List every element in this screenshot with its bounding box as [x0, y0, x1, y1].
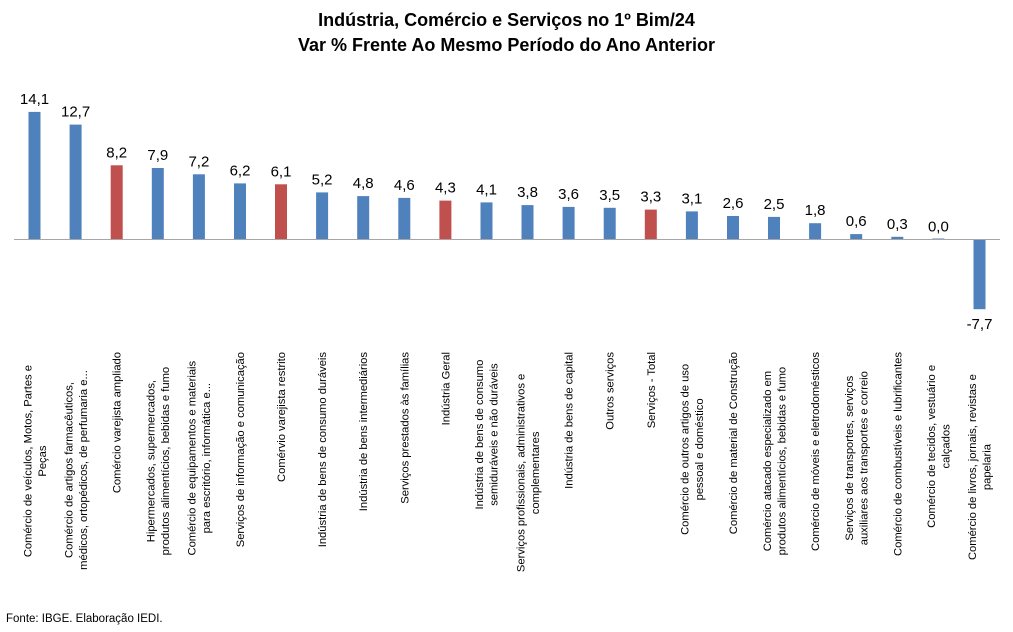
value-label-17: 3,1	[681, 190, 702, 207]
category-label-12: Indústria de bens de consumo semiduráveis…	[474, 360, 501, 510]
value-label-1: 14,1	[20, 91, 49, 108]
bar-14	[562, 206, 575, 240]
category-label-18: Comércio de material de Construção	[728, 352, 740, 534]
value-label-10: 4,6	[394, 177, 415, 194]
value-labels-layer: 14,1 12,7 8,2 7,9 7,2 6,2 6,1 5,2 4,8 4,6 4,3 4,1 3,…	[20, 91, 993, 333]
category-label-16: Serviços - Total	[646, 352, 658, 428]
category-label-17: Comércio de outros artigos de uso pessoal…	[680, 364, 707, 535]
value-label-14: 3,6	[558, 186, 579, 203]
category-label-8: Indústria de bens de consumo duráveis	[317, 352, 329, 548]
bar-8	[316, 192, 329, 240]
value-label-12: 4,1	[476, 181, 497, 198]
bar-2	[69, 124, 82, 240]
bar-9	[357, 196, 370, 240]
category-label-23: Comércio de tecidos, vestuário e calçados	[926, 365, 953, 528]
bar-18	[727, 216, 739, 240]
value-label-4: 7,9	[147, 147, 168, 164]
value-label-13: 3,8	[517, 184, 538, 201]
category-label-7: Comérvio varejista restrito	[276, 352, 288, 482]
bar-11	[439, 200, 452, 240]
category-label-15: Outros serviços	[605, 352, 617, 430]
category-label-5: Comércio de equipamentos e materiais para…	[187, 360, 214, 555]
value-label-22: 0,3	[887, 216, 908, 233]
bar-7	[275, 184, 287, 240]
bar-3	[110, 165, 123, 240]
bar-12	[480, 202, 493, 240]
bar-22	[891, 236, 904, 240]
bar-24	[973, 239, 986, 310]
bar-13	[521, 205, 534, 240]
value-label-3: 8,2	[106, 144, 127, 161]
bar-17	[685, 211, 698, 240]
value-label-21: 0,6	[846, 213, 867, 230]
bar-1	[28, 111, 41, 240]
category-label-9: Indústria de bens intermediários	[358, 352, 370, 512]
source-note: Fonte: IBGE. Elaboração IEDI.	[6, 613, 163, 625]
value-label-11: 4,3	[435, 180, 456, 197]
value-label-20: 1,8	[805, 202, 826, 219]
value-label-18: 2,6	[723, 195, 744, 212]
category-label-3: Comércio varejista ampliado	[112, 352, 124, 493]
value-label-16: 3,3	[640, 189, 661, 206]
value-label-9: 4,8	[353, 175, 374, 192]
bar-21	[850, 234, 863, 240]
bar-5	[192, 174, 205, 240]
category-label-20: Comércio de móveis e eletrodomésticos	[810, 352, 822, 551]
chart-title-line-2: Var % Frente Ao Mesmo Período do Ano Ant…	[297, 35, 716, 55]
bar-19	[768, 216, 780, 240]
value-label-5: 7,2	[188, 153, 209, 170]
category-label-14: Indústria de bens de capital	[564, 352, 576, 489]
bar-6	[234, 183, 246, 240]
value-label-7: 6,1	[271, 163, 292, 180]
category-label-2: Comércio de artigos farmacêuticos, médico…	[63, 370, 90, 570]
bar-4	[151, 168, 164, 240]
bar-16	[644, 209, 657, 240]
category-label-1: Comércio de veículos, Motos, Partes e Peç…	[22, 365, 49, 557]
bar-10	[398, 197, 411, 240]
category-label-19: Comércio atacado especializado em produto…	[762, 367, 789, 555]
value-label-2: 12,7	[61, 104, 90, 121]
value-label-23: 0,0	[928, 219, 949, 236]
value-label-19: 2,5	[764, 196, 785, 213]
chart-title-line-1: Indústria, Comércio e Serviços no 1º Bim…	[318, 10, 695, 30]
category-label-13: Serviços profissionais, administrativos …	[515, 374, 542, 572]
category-label-10: Serviços prestados às famílias	[399, 352, 411, 504]
category-labels-layer: Comércio de veículos, Motos, Partes e Peç…	[22, 352, 993, 572]
chart-title: Indústria, Comércio e Serviços no 1º Bim…	[0, 8, 1013, 58]
category-label-6: Serviços de informação e comunicação	[235, 352, 247, 547]
value-label-8: 5,2	[312, 171, 333, 188]
category-label-22: Comércio de combustíveis e lubrificantes	[892, 352, 904, 556]
bar-15	[603, 207, 616, 240]
value-label-6: 6,2	[230, 162, 251, 179]
category-label-11: Indústria Geral	[440, 352, 452, 425]
bars-layer	[28, 111, 986, 310]
category-label-21: Serviços de transportes, serviços auxilia…	[844, 371, 871, 545]
value-label-15: 3,5	[599, 187, 620, 204]
bar-20	[809, 223, 822, 240]
value-label-24: -7,7	[967, 316, 993, 333]
category-label-4: Hipermercados, supermercados, produtos al…	[146, 367, 173, 555]
